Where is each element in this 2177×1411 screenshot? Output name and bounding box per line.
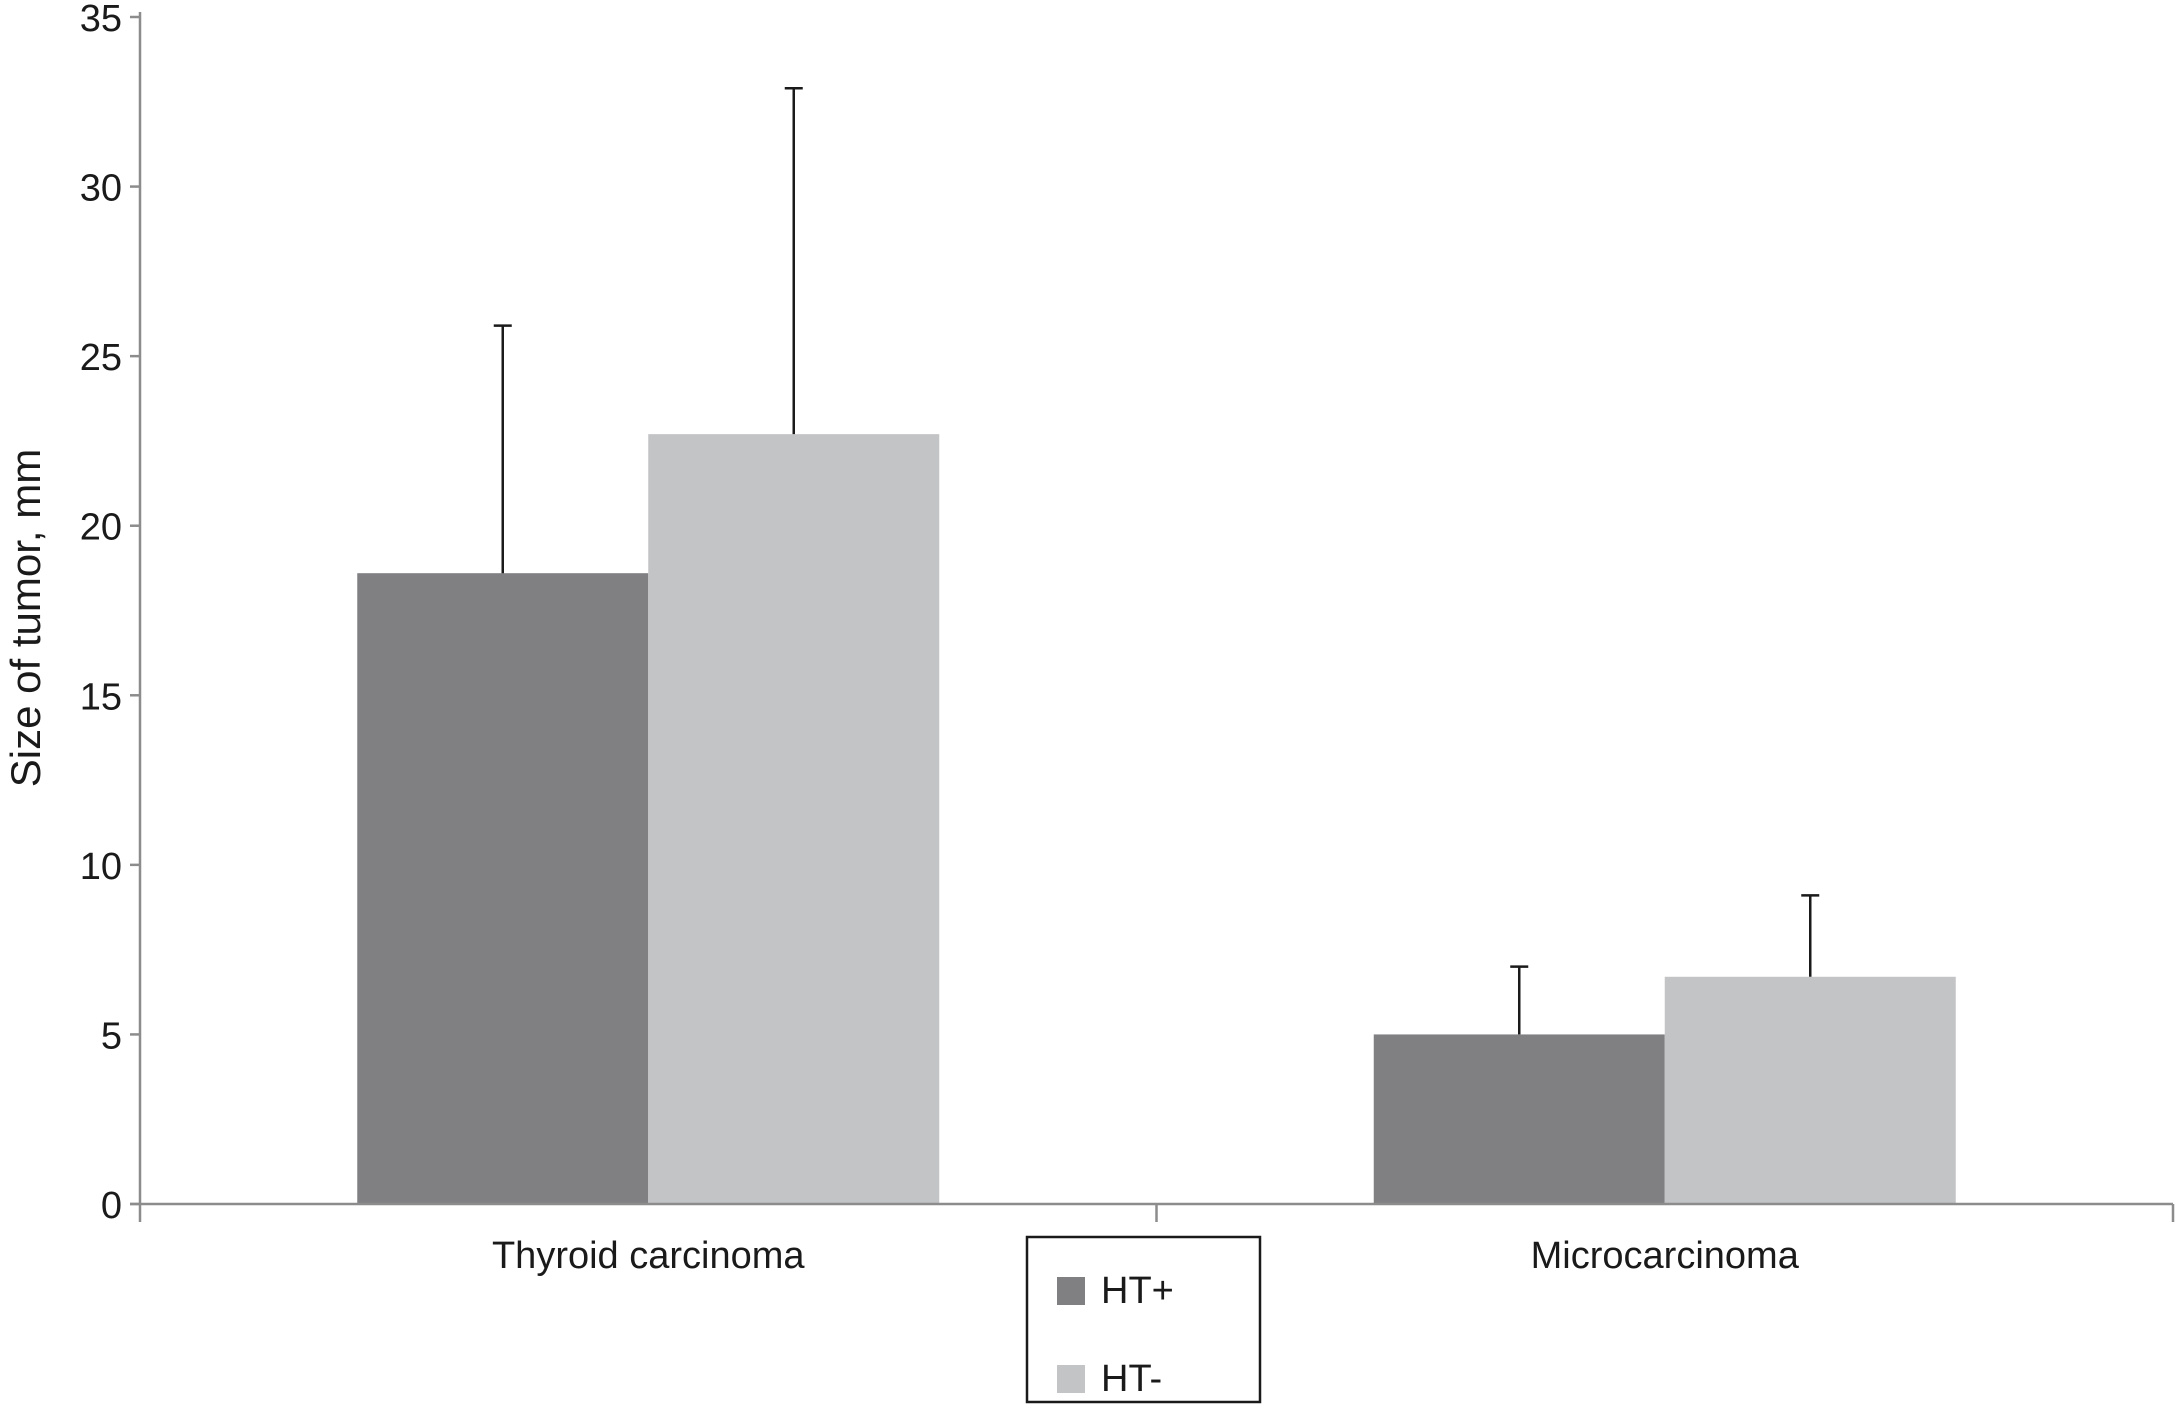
bar-HT+-Microcarcinoma bbox=[1373, 1034, 1665, 1204]
error-bars-layer bbox=[493, 86, 1820, 1035]
y-tick-label: 35 bbox=[80, 0, 122, 40]
x-tick-label: Thyroid carcinoma bbox=[492, 1235, 805, 1277]
y-tick-label: 0 bbox=[101, 1185, 122, 1227]
legend-label-HT+: HT+ bbox=[1101, 1270, 1174, 1312]
legend-label-HT-: HT- bbox=[1101, 1358, 1162, 1400]
y-tick-label: 20 bbox=[80, 507, 122, 549]
bar-HT--Thyroid carcinoma bbox=[648, 434, 940, 1204]
y-tick-label: 30 bbox=[80, 168, 122, 210]
x-tick-label: Microcarcinoma bbox=[1531, 1235, 1800, 1277]
y-tick-label: 25 bbox=[80, 337, 122, 379]
legend-swatch-HT- bbox=[1057, 1365, 1085, 1393]
legend-swatch-HT+ bbox=[1057, 1277, 1085, 1305]
y-tick-label: 10 bbox=[80, 846, 122, 888]
legend: HT+ HT- bbox=[1025, 1235, 1262, 1404]
y-tick-label: 5 bbox=[101, 1015, 122, 1057]
y-tick-label: 15 bbox=[80, 676, 122, 718]
axes-layer: Thyroid carcinoma Microcarcinoma 0 5 10 15 20 2… bbox=[80, 0, 2175, 1277]
bar-HT--Microcarcinoma bbox=[1664, 976, 1956, 1204]
bar-HT+-Thyroid carcinoma bbox=[357, 573, 649, 1204]
y-axis-label: Size of tumor, mm bbox=[2, 449, 49, 787]
bars-layer bbox=[357, 434, 1956, 1204]
